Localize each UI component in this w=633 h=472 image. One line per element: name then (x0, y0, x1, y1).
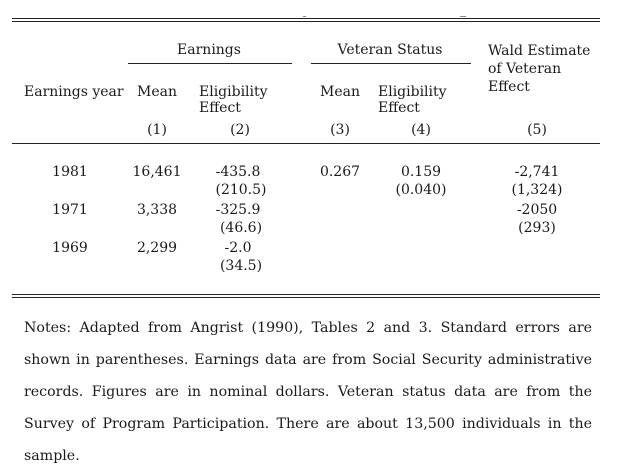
col-num-4: (4) (411, 122, 431, 138)
row-1969-elig-se: (34.5) (219, 258, 263, 274)
row-1981-vet-elig-se: (0.040) (395, 182, 447, 198)
wald-estimate-header: Wald Estimate of Veteran Effect (488, 43, 591, 95)
row-1981-vet-elig: 0.159 (400, 164, 442, 180)
row-1981-elig: -435.8 (215, 164, 261, 180)
table-notes: Notes: Adapted from Angrist (1990), Tabl… (24, 320, 592, 464)
row-1971-wald-se: (293) (518, 220, 556, 236)
row-1971-elig: -325.9 (215, 202, 261, 218)
row-1981-wald-se: (1,324) (511, 182, 563, 198)
top-rule-2 (12, 21, 600, 22)
row-1971-mean: 3,338 (136, 202, 178, 218)
earnings-group-header: Earnings (177, 42, 241, 58)
veteran-underline (311, 63, 471, 64)
row-1971-year: 1971 (52, 202, 88, 218)
row-1969-year: 1969 (52, 240, 88, 256)
header-rule (12, 143, 600, 144)
bottom-rule-2 (12, 297, 600, 298)
row-1971-wald: -2050 (516, 202, 558, 218)
eligibility-effect-header-2: Eligibility Effect (378, 84, 447, 116)
eligibility-effect-header-1: Eligibility Effect (199, 84, 268, 116)
veteran-status-group-header: Veteran Status (337, 42, 443, 58)
mean-header-2: Mean (320, 84, 360, 100)
row-1969-elig: -2.0 (224, 240, 252, 256)
col-num-2: (2) (230, 122, 250, 138)
mean-header-1: Mean (137, 84, 177, 100)
row-1971-elig-se: (46.6) (219, 220, 263, 236)
earnings-year-header: Earnings year (24, 84, 124, 100)
scan-mark (460, 16, 466, 17)
col-num-5: (5) (527, 122, 547, 138)
earnings-underline (128, 63, 292, 64)
row-1981-wald: -2,741 (514, 164, 560, 180)
row-1969-mean: 2,299 (136, 240, 178, 256)
row-1981-year: 1981 (52, 164, 88, 180)
scan-mark (303, 16, 306, 17)
row-1981-elig-se: (210.5) (215, 182, 267, 198)
row-1981-mean: 16,461 (132, 164, 182, 180)
col-num-1: (1) (147, 122, 167, 138)
bottom-rule-1 (12, 294, 600, 295)
col-num-3: (3) (330, 122, 350, 138)
top-rule-1 (12, 18, 600, 19)
row-1981-vet-mean: 0.267 (319, 164, 361, 180)
